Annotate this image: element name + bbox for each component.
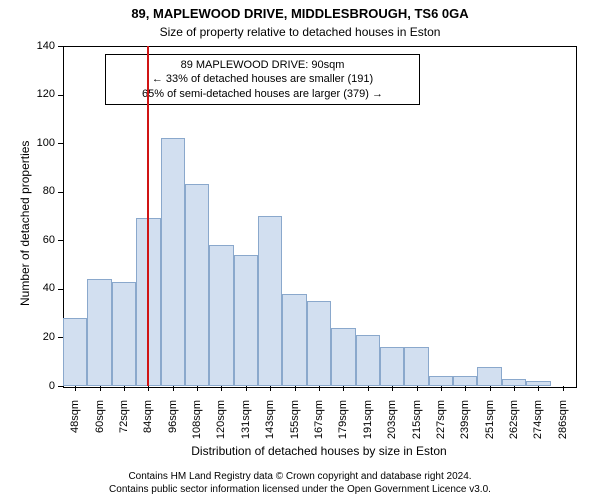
x-tick-label: 60sqm [94, 400, 106, 450]
x-tick-label: 48sqm [69, 400, 81, 450]
y-tick [58, 143, 63, 144]
histogram-bar [380, 347, 404, 386]
y-axis-label: Number of detached properties [18, 141, 32, 306]
x-tick-label: 215sqm [411, 400, 423, 450]
y-tick [58, 240, 63, 241]
y-tick-label: 40 [25, 282, 55, 294]
histogram-bar [234, 255, 258, 386]
y-tick-label: 20 [25, 331, 55, 343]
footer-line2: Contains public sector information licen… [0, 484, 600, 497]
histogram-bar [87, 279, 111, 386]
x-tick [368, 386, 369, 391]
histogram-bar [282, 294, 306, 386]
x-tick-label: 239sqm [459, 400, 471, 450]
x-tick-label: 120sqm [215, 400, 227, 450]
x-tick [514, 386, 515, 391]
x-tick-label: 286sqm [557, 400, 569, 450]
x-tick-label: 131sqm [240, 400, 252, 450]
x-tick [197, 386, 198, 391]
x-tick-label: 72sqm [118, 400, 130, 450]
x-tick [417, 386, 418, 391]
histogram-bar [185, 184, 209, 386]
x-tick [100, 386, 101, 391]
histogram-bar [331, 328, 355, 386]
x-tick [392, 386, 393, 391]
info-box-line1: 89 MAPLEWOOD DRIVE: 90sqm [112, 58, 413, 72]
y-tick [58, 386, 63, 387]
x-tick [538, 386, 539, 391]
histogram-bar [404, 347, 428, 386]
histogram-bar [63, 318, 87, 386]
x-tick [295, 386, 296, 391]
x-tick-label: 227sqm [435, 400, 447, 450]
x-tick-label: 179sqm [337, 400, 349, 450]
x-tick [124, 386, 125, 391]
x-tick [465, 386, 466, 391]
y-tick-label: 60 [25, 234, 55, 246]
y-tick [58, 95, 63, 96]
x-tick [343, 386, 344, 391]
histogram-bar [356, 335, 380, 386]
property-marker-line [147, 46, 149, 386]
x-tick [246, 386, 247, 391]
chart-title-main: 89, MAPLEWOOD DRIVE, MIDDLESBROUGH, TS6 … [0, 6, 600, 21]
x-tick [173, 386, 174, 391]
x-tick [319, 386, 320, 391]
x-tick [563, 386, 564, 391]
x-tick [75, 386, 76, 391]
x-tick-label: 84sqm [142, 400, 154, 450]
x-tick-label: 143sqm [264, 400, 276, 450]
footer-attribution: Contains HM Land Registry data © Crown c… [0, 471, 600, 496]
x-tick-label: 167sqm [313, 400, 325, 450]
x-tick [490, 386, 491, 391]
footer-line1: Contains HM Land Registry data © Crown c… [0, 471, 600, 484]
x-tick-label: 108sqm [191, 400, 203, 450]
histogram-bar [209, 245, 233, 386]
y-tick-label: 120 [25, 88, 55, 100]
info-box: 89 MAPLEWOOD DRIVE: 90sqm ← 33% of detac… [105, 54, 420, 105]
y-tick [58, 289, 63, 290]
histogram-bar [477, 367, 501, 386]
histogram-bar [112, 282, 136, 386]
histogram-bar [502, 379, 526, 386]
info-box-line2: ← 33% of detached houses are smaller (19… [112, 72, 413, 86]
y-tick-label: 80 [25, 185, 55, 197]
x-tick-label: 274sqm [532, 400, 544, 450]
x-tick [441, 386, 442, 391]
y-tick [58, 46, 63, 47]
y-tick-label: 0 [25, 380, 55, 392]
x-tick-label: 203sqm [386, 400, 398, 450]
x-tick-label: 191sqm [362, 400, 374, 450]
chart-title-sub: Size of property relative to detached ho… [0, 25, 600, 39]
histogram-bar [307, 301, 331, 386]
x-tick-label: 251sqm [484, 400, 496, 450]
x-tick-label: 262sqm [508, 400, 520, 450]
x-tick [270, 386, 271, 391]
info-box-line3: 65% of semi-detached houses are larger (… [112, 87, 413, 101]
x-tick-label: 96sqm [167, 400, 179, 450]
histogram-bar [258, 216, 282, 386]
histogram-bar [161, 138, 185, 386]
y-tick-label: 100 [25, 137, 55, 149]
y-tick [58, 192, 63, 193]
x-tick-label: 155sqm [289, 400, 301, 450]
x-tick [221, 386, 222, 391]
histogram-bar [429, 376, 453, 386]
y-tick-label: 140 [25, 40, 55, 52]
histogram-bar [453, 376, 477, 386]
x-tick [148, 386, 149, 391]
